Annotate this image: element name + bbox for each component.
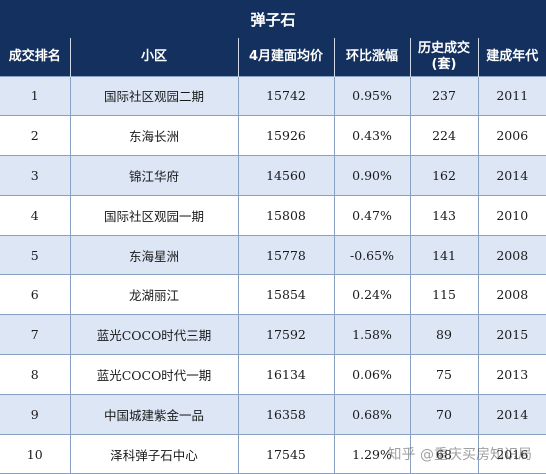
cell-rank: 4 (0, 194, 71, 236)
cell-rank: 7 (0, 314, 71, 356)
header-history-line2: (套) (431, 56, 457, 72)
header-avg-price: 4月建面均价 (237, 38, 335, 76)
cell-build-year: 2013 (477, 354, 546, 395)
cell-avg-price: 16134 (237, 354, 335, 395)
cell-community: 龙湖丽江 (69, 274, 239, 316)
cell-mom-change: 1.29% (333, 433, 411, 474)
cell-mom-change: 0.06% (333, 354, 411, 395)
watermark-text: 知乎 @重庆买房知识局 (387, 447, 532, 463)
cell-build-year: 2014 (477, 155, 546, 196)
cell-community: 国际社区观园一期 (69, 194, 239, 236)
header-rank: 成交排名 (0, 38, 71, 76)
header-history-deals: 历史成交 (套) (409, 38, 479, 76)
cell-build-year: 2008 (477, 234, 546, 276)
cell-rank: 1 (0, 75, 71, 117)
cell-avg-price: 15742 (237, 75, 335, 117)
cell-history-deals: 75 (409, 354, 479, 395)
transactions-table: 成交排名 小区 4月建面均价 环比涨幅 历史成交 (套) 建成年代 1 国际社区… (0, 38, 546, 474)
cell-build-year: 2016 (477, 433, 546, 474)
cell-community: 东海星洲 (69, 234, 239, 276)
table-row: 7 蓝光COCO时代三期 17592 1.58% 89 2015 (0, 314, 546, 356)
table-row: 9 中国城建紫金一品 16358 0.68% 70 2014 (0, 393, 546, 435)
cell-build-year: 2008 (477, 274, 546, 316)
cell-mom-change: 0.68% (333, 393, 411, 435)
header-mom-change: 环比涨幅 (333, 38, 411, 76)
cell-community: 国际社区观园二期 (69, 75, 239, 117)
cell-mom-change: 0.90% (333, 155, 411, 196)
table-row: 4 国际社区观园一期 15808 0.47% 143 2010 (0, 194, 546, 236)
cell-community: 蓝光COCO时代三期 (69, 314, 239, 356)
table-row: 2 东海长洲 15926 0.43% 224 2006 (0, 115, 546, 157)
cell-rank: 9 (0, 393, 71, 435)
cell-build-year: 2010 (477, 194, 546, 236)
cell-community: 东海长洲 (69, 115, 239, 157)
cell-history-deals: 89 (409, 314, 479, 356)
cell-history-deals: 141 (409, 234, 479, 276)
cell-community: 蓝光COCO时代一期 (69, 354, 239, 395)
cell-mom-change: 0.47% (333, 194, 411, 236)
cell-mom-change: 1.58% (333, 314, 411, 356)
header-history-line1: 历史成交 (417, 40, 470, 56)
cell-rank: 3 (0, 155, 71, 196)
header-community: 小区 (69, 38, 239, 76)
cell-history-deals: 115 (409, 274, 479, 316)
cell-rank: 10 (0, 433, 71, 474)
cell-history-deals: 70 (409, 393, 479, 435)
cell-build-year: 2015 (477, 314, 546, 356)
cell-history-deals: 224 (409, 115, 479, 157)
cell-history-deals: 143 (409, 194, 479, 236)
cell-avg-price: 15854 (237, 274, 335, 316)
cell-rank: 2 (0, 115, 71, 157)
cell-history-deals: 162 (409, 155, 479, 196)
cell-mom-change: 0.95% (333, 75, 411, 117)
table-title: 弹子石 (0, 0, 546, 38)
table-row: 3 锦江华府 14560 0.90% 162 2014 (0, 155, 546, 196)
cell-community: 中国城建紫金一品 (69, 393, 239, 435)
table-row: 8 蓝光COCO时代一期 16134 0.06% 75 2013 (0, 354, 546, 395)
cell-rank: 8 (0, 354, 71, 395)
cell-build-year: 2011 (477, 75, 546, 117)
cell-community: 泽科弹子石中心 (69, 433, 239, 474)
table-row: 5 东海星洲 15778 -0.65% 141 2008 (0, 234, 546, 276)
cell-build-year: 2014 (477, 393, 546, 435)
cell-mom-change: 0.24% (333, 274, 411, 316)
cell-rank: 6 (0, 274, 71, 316)
cell-avg-price: 17545 (237, 433, 335, 474)
cell-rank: 5 (0, 234, 71, 276)
cell-history-deals: 68 (409, 433, 479, 474)
cell-mom-change: 0.43% (333, 115, 411, 157)
cell-community: 锦江华府 (69, 155, 239, 196)
cell-avg-price: 17592 (237, 314, 335, 356)
cell-history-deals: 237 (409, 75, 479, 117)
cell-avg-price: 15778 (237, 234, 335, 276)
cell-avg-price: 15926 (237, 115, 335, 157)
header-row: 成交排名 小区 4月建面均价 环比涨幅 历史成交 (套) 建成年代 (0, 38, 546, 76)
header-build-year: 建成年代 (477, 38, 546, 76)
table-row: 6 龙湖丽江 15854 0.24% 115 2008 (0, 274, 546, 316)
cell-avg-price: 15808 (237, 194, 335, 236)
cell-build-year: 2006 (477, 115, 546, 157)
table-row: 10 泽科弹子石中心 17545 1.29% 68 2016 (0, 433, 546, 474)
cell-mom-change: -0.65% (333, 234, 411, 276)
table-row: 1 国际社区观园二期 15742 0.95% 237 2011 (0, 75, 546, 117)
cell-avg-price: 16358 (237, 393, 335, 435)
cell-avg-price: 14560 (237, 155, 335, 196)
